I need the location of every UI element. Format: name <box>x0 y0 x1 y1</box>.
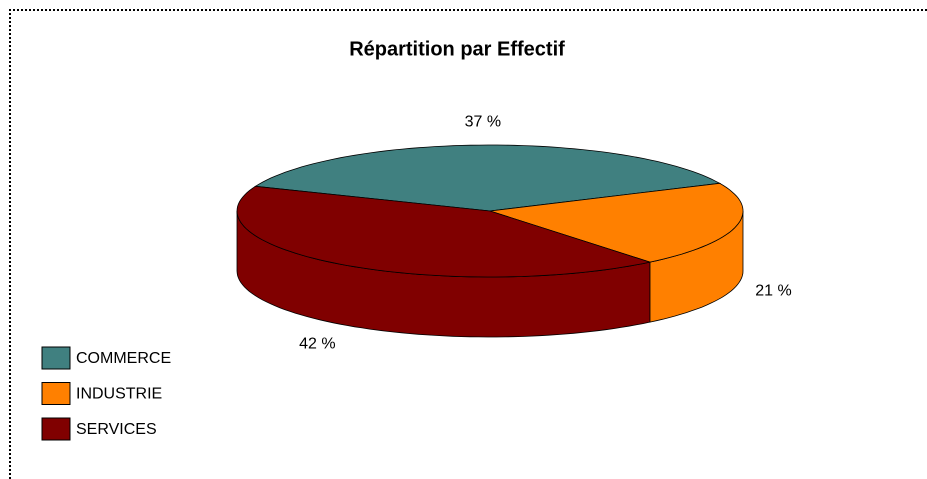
slice <box>489 182 744 263</box>
chart-title: Répartition par Effectif <box>349 38 565 60</box>
data-label: 42 % <box>299 335 335 352</box>
chart-frame <box>9 9 927 479</box>
slice <box>254 144 722 212</box>
legend-label: INDUSTRIE <box>76 386 162 403</box>
legend-swatch <box>41 382 71 405</box>
data-label: 37 % <box>465 113 501 130</box>
slice <box>236 185 652 278</box>
legend-label: SERVICES <box>76 421 157 438</box>
legend-swatch <box>41 346 71 370</box>
legend-swatch <box>41 417 71 441</box>
data-label: 21 % <box>755 283 791 300</box>
legend-label: COMMERCE <box>76 350 171 367</box>
